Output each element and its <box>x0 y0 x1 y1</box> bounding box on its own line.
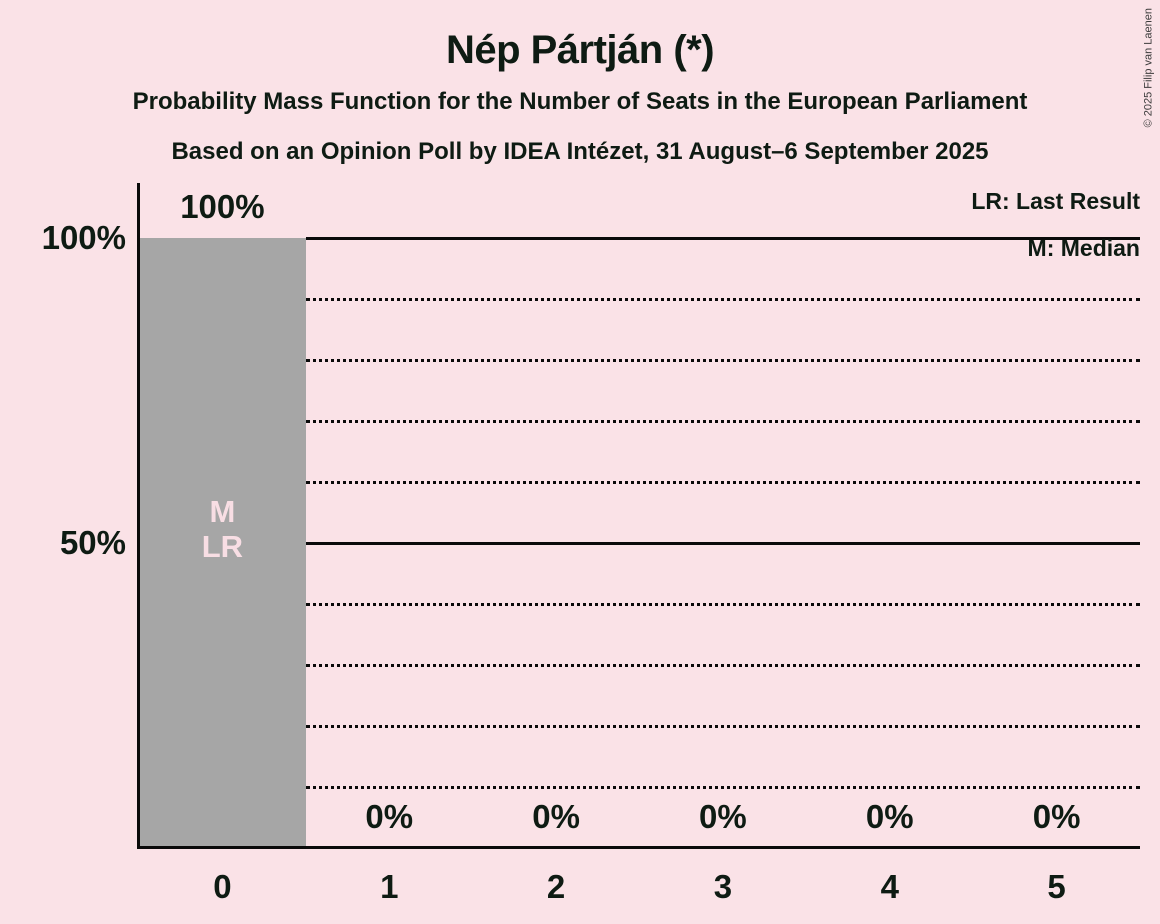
gridline-dotted-80 <box>305 358 1140 362</box>
bar-value-label-1: 0% <box>365 798 414 835</box>
x-tick-label-2: 2 <box>546 868 566 905</box>
bar-value-label-4: 0% <box>865 798 914 835</box>
y-axis-line <box>137 183 140 848</box>
x-tick-label-4: 4 <box>880 868 899 905</box>
gridline-dotted-60 <box>305 480 1140 484</box>
gridline-dotted-30 <box>305 663 1140 667</box>
bar-annotation-m-lr: M LR <box>152 494 292 564</box>
gridline-dotted-40 <box>305 602 1140 606</box>
x-tick-label-1: 1 <box>380 868 399 905</box>
bar-annotation-line: M <box>209 494 236 529</box>
gridline-solid-100 <box>305 236 1140 240</box>
x-tick-label-0: 0 <box>213 868 232 905</box>
bar-value-label-5: 0% <box>1032 798 1081 835</box>
x-tick-label-5: 5 <box>1047 868 1066 905</box>
bar-0 <box>139 238 306 846</box>
gridline-dotted-10 <box>305 785 1140 789</box>
chart-source-line: Based on an Opinion Poll by IDEA Intézet… <box>171 138 989 165</box>
x-tick-label-3: 3 <box>713 868 733 905</box>
legend-last-result: LR: Last Result <box>971 188 1140 214</box>
x-axis-line <box>137 846 1140 849</box>
gridline-dotted-90 <box>305 297 1140 301</box>
gridline-dotted-20 <box>305 724 1140 728</box>
chart-title: Nép Pártján (*) <box>445 28 715 72</box>
bar-annotation-line: LR <box>201 529 244 564</box>
bar-value-label-0: 100% <box>180 188 265 225</box>
bar-value-label-2: 0% <box>532 798 580 835</box>
legend-median: M: Median <box>1027 235 1140 261</box>
bar-value-label-3: 0% <box>699 798 747 835</box>
chart-subtitle: Probability Mass Function for the Number… <box>132 88 1028 115</box>
gridline-solid-50 <box>305 541 1140 545</box>
y-tick-label-100: 100% <box>41 219 126 256</box>
y-tick-label-50: 50% <box>59 524 126 561</box>
gridline-dotted-70 <box>305 419 1140 423</box>
